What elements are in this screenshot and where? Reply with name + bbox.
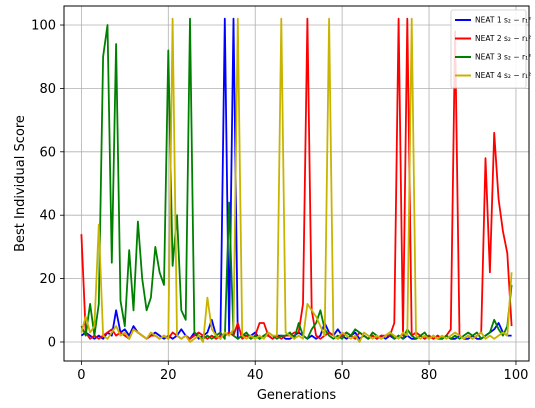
y-axis-label: Best Individual Score [13,115,28,252]
legend: NEAT 1 s₂ − r₁² NEAT 2 s₂ − r₁² NEAT 3 s₂ … [450,9,531,89]
y-tick-label: 40 [39,209,56,224]
x-axis-label: Generations [257,388,337,403]
x-axis-ticks: 0 20 40 60 80 100 [77,361,528,383]
legend-item: NEAT 1 s₂ − r₁² [455,16,531,25]
legend-label: NEAT 4 s₂ − r₁² [475,71,531,80]
y-tick-label: 20 [39,272,56,287]
x-tick-label: 20 [160,368,177,383]
series-4 [80,17,513,343]
legend-item: NEAT 2 s₂ − r₁² [455,34,531,43]
legend-label: NEAT 1 s₂ − r₁² [475,16,531,25]
y-tick-label: 60 [39,145,56,160]
legend-label: NEAT 2 s₂ − r₁² [475,34,531,43]
y-tick-label: 80 [39,82,56,97]
x-tick-label: 60 [334,368,351,383]
series-3 [80,17,513,340]
x-tick-label: 0 [77,368,85,383]
legend-label: NEAT 3 s₂ − r₁² [475,53,531,62]
legend-item: NEAT 4 s₂ − r₁² [455,71,531,80]
series-lines [80,17,513,343]
series-line [80,17,513,343]
x-tick-label: 100 [504,368,529,383]
y-axis-ticks: 0 20 40 60 80 100 [31,19,64,350]
legend-item: NEAT 3 s₂ − r₁² [455,53,531,62]
x-tick-label: 80 [421,368,438,383]
y-tick-label: 100 [31,19,56,34]
legend-box [450,9,527,89]
y-tick-label: 0 [48,335,56,350]
x-tick-label: 40 [247,368,264,383]
plot-frame [63,5,530,362]
series-line [80,17,513,340]
